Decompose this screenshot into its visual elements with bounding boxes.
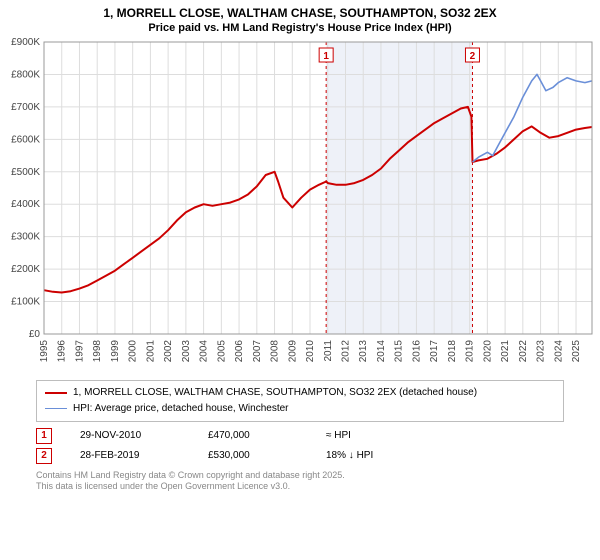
y-tick-label: £700K [11,101,40,112]
event-note: ≈ HPI [326,430,351,441]
series-price_paid [44,106,592,292]
shaded-band [326,42,472,334]
x-tick-label: 2020 [482,339,493,362]
y-tick-label: £0 [29,329,41,340]
x-tick-label: 2001 [145,339,156,362]
x-tick-label: 2017 [429,339,440,362]
event-id-badge: 1 [36,428,52,444]
x-tick-label: 2009 [287,339,298,362]
x-tick-label: 2014 [376,339,387,362]
x-tick-label: 2016 [411,339,422,362]
legend-row: HPI: Average price, detached house, Winc… [45,401,555,417]
y-tick-label: £900K [11,37,40,48]
x-tick-label: 2015 [394,339,405,362]
event-price: £530,000 [208,450,298,461]
x-tick-label: 2005 [216,339,227,362]
event-note: 18% ↓ HPI [326,450,373,461]
legend-swatch [45,408,67,409]
chart-title-line1: 1, MORRELL CLOSE, WALTHAM CHASE, SOUTHAM… [0,0,600,22]
x-tick-label: 2012 [340,339,351,362]
x-tick-label: 1999 [110,339,121,362]
y-tick-label: £800K [11,69,40,80]
legend: 1, MORRELL CLOSE, WALTHAM CHASE, SOUTHAM… [36,380,564,422]
y-tick-label: £500K [11,166,40,177]
event-marker-id: 2 [470,51,476,62]
x-tick-label: 2021 [500,339,511,362]
x-tick-label: 2000 [128,339,139,362]
legend-label: 1, MORRELL CLOSE, WALTHAM CHASE, SOUTHAM… [73,385,477,401]
event-date: 28-FEB-2019 [80,450,180,461]
chart-area: £0 £100K £200K £300K £400K £500K £600K £700K £80… [0,34,600,374]
chart-title-line2: Price paid vs. HM Land Registry's House … [0,22,600,34]
footer-attribution: Contains HM Land Registry data © Crown c… [36,470,564,493]
x-tick-label: 2023 [536,339,547,362]
legend-label: HPI: Average price, detached house, Winc… [73,401,289,417]
x-tick-label: 1998 [92,339,103,362]
event-row: 2 28-FEB-2019 £530,000 18% ↓ HPI [36,446,564,466]
x-tick-label: 2024 [553,339,564,362]
footer-line1: Contains HM Land Registry data © Crown c… [36,470,564,482]
x-tick-label: 2006 [234,339,245,362]
x-tick-label: 2011 [323,339,334,361]
event-table: 1 29-NOV-2010 £470,000 ≈ HPI 2 28-FEB-2019 £53… [36,426,564,466]
x-tick-label: 2018 [447,339,458,362]
y-tick-label: £400K [11,199,40,210]
y-tick-label: £200K [11,264,40,275]
series-hpi [473,74,593,162]
y-tick-label: £300K [11,231,40,242]
x-tick-label: 2004 [199,339,210,362]
event-row: 1 29-NOV-2010 £470,000 ≈ HPI [36,426,564,446]
x-tick-label: 2010 [305,339,316,362]
x-tick-label: 1996 [57,339,68,362]
x-tick-label: 2002 [163,339,174,362]
x-tick-label: 2022 [518,339,529,362]
event-id-badge: 2 [36,448,52,464]
x-tick-label: 1997 [74,339,85,362]
y-tick-label: £100K [11,296,40,307]
event-price: £470,000 [208,430,298,441]
x-tick-label: 2013 [358,339,369,362]
x-tick-label: 2008 [270,339,281,362]
legend-swatch [45,392,67,394]
x-tick-label: 2019 [465,339,476,362]
y-tick-label: £600K [11,134,40,145]
event-date: 29-NOV-2010 [80,430,180,441]
legend-row: 1, MORRELL CLOSE, WALTHAM CHASE, SOUTHAM… [45,385,555,401]
line-chart-svg: £0 £100K £200K £300K £400K £500K £600K £700K £80… [0,34,600,374]
x-tick-label: 2007 [252,339,263,362]
x-tick-label: 1995 [39,339,50,362]
event-marker-id: 1 [323,51,329,62]
footer-line2: This data is licensed under the Open Gov… [36,481,564,493]
x-tick-label: 2025 [571,339,582,362]
x-tick-label: 2003 [181,339,192,362]
